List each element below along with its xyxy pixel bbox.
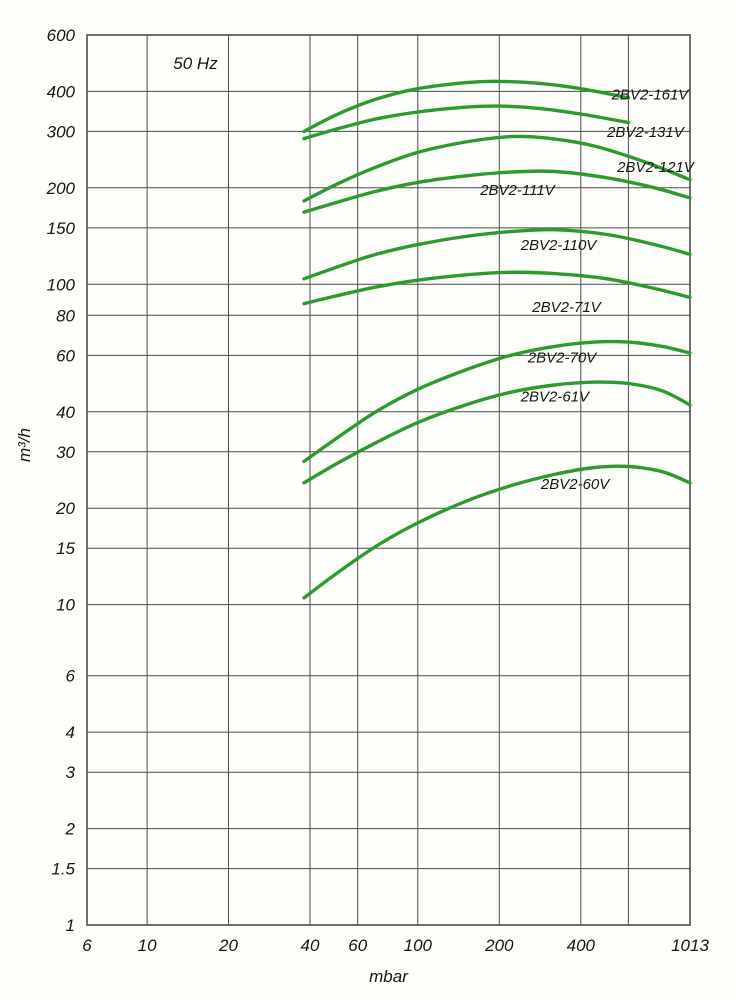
y-tick-label-150: 150 — [47, 219, 76, 238]
y-tick-label-15: 15 — [56, 539, 75, 558]
curve-label-2BV2-131V: 2BV2-131V — [606, 124, 686, 141]
y-tick-label-2: 2 — [65, 820, 76, 839]
curve-label-2BV2-161V: 2BV2-161V — [611, 86, 691, 103]
curve-2BV2-131V — [302, 104, 631, 141]
curve-label-2BV2-111V: 2BV2-111V — [479, 182, 556, 199]
curve-2BV2-111V — [302, 169, 692, 214]
curve-label-2BV2-71V: 2BV2-71V — [531, 299, 602, 316]
frequency-label: 50 Hz — [173, 54, 218, 73]
y-tick-label-40: 40 — [56, 403, 75, 422]
x-axis-title: mbar — [369, 967, 409, 986]
y-tick-label-20: 20 — [55, 499, 75, 518]
x-tick-label-400: 400 — [567, 936, 596, 955]
x-tick-label-6: 6 — [82, 936, 92, 955]
curve-label-2BV2-110V: 2BV2-110V — [520, 237, 599, 254]
curve-2BV2-60V — [302, 464, 692, 600]
y-tick-label-10: 10 — [56, 596, 75, 615]
curve-label-2BV2-60V: 2BV2-60V — [540, 476, 611, 493]
curve-2BV2-110V — [302, 227, 692, 281]
curve-2BV2-121V — [302, 134, 692, 203]
y-tick-label-80: 80 — [56, 306, 75, 325]
curve-label-2BV2-121V: 2BV2-121V — [616, 159, 696, 176]
curve-label-2BV2-70V: 2BV2-70V — [527, 350, 598, 367]
x-tick-label-200: 200 — [484, 936, 514, 955]
y-tick-label-1: 1 — [66, 916, 75, 935]
x-tick-label-40: 40 — [301, 936, 320, 955]
x-tick-label-1013: 1013 — [671, 936, 709, 955]
y-tick-label-300: 300 — [47, 122, 76, 141]
y-tick-label-60: 60 — [56, 346, 75, 365]
y-tick-label-100: 100 — [47, 275, 76, 294]
y-tick-label-30: 30 — [56, 443, 75, 462]
curve-2BV2-70V — [302, 339, 692, 464]
y-tick-label-600: 600 — [47, 26, 76, 45]
y-tick-label-3: 3 — [66, 763, 76, 782]
curve-2BV2-161V — [302, 79, 631, 134]
curve-2BV2-71V — [302, 270, 692, 306]
y-tick-label-4: 4 — [66, 723, 75, 742]
x-tick-label-10: 10 — [138, 936, 157, 955]
curve-label-2BV2-61V: 2BV2-61V — [520, 389, 591, 406]
y-tick-label-1.5: 1.5 — [51, 860, 75, 879]
x-tick-label-20: 20 — [218, 936, 238, 955]
curve-2BV2-61V — [302, 380, 692, 485]
y-axis-title: m³/h — [15, 428, 34, 462]
y-tick-label-6: 6 — [66, 667, 76, 686]
y-tick-label-400: 400 — [47, 82, 76, 101]
x-tick-label-60: 60 — [348, 936, 367, 955]
y-tick-label-200: 200 — [46, 179, 76, 198]
x-tick-label-100: 100 — [404, 936, 433, 955]
plot-border — [86, 34, 691, 926]
